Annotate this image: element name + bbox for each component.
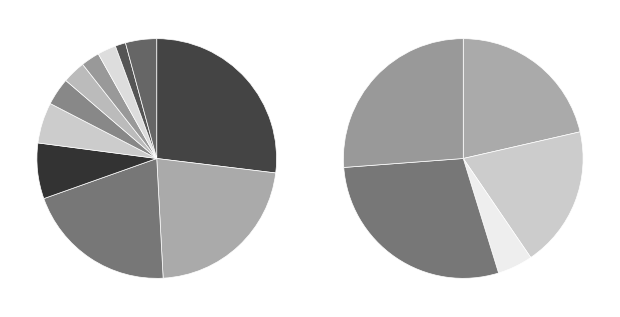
Wedge shape [157, 39, 277, 173]
Wedge shape [463, 132, 583, 257]
Wedge shape [343, 158, 498, 278]
Wedge shape [44, 158, 163, 278]
Wedge shape [82, 54, 157, 158]
Wedge shape [157, 158, 276, 278]
Wedge shape [38, 104, 157, 158]
Wedge shape [50, 81, 157, 158]
Wedge shape [463, 39, 580, 158]
Wedge shape [463, 158, 531, 273]
Wedge shape [343, 39, 463, 167]
Wedge shape [125, 39, 157, 158]
Wedge shape [37, 143, 157, 198]
Wedge shape [99, 46, 157, 158]
Wedge shape [115, 43, 157, 158]
Wedge shape [66, 64, 157, 158]
